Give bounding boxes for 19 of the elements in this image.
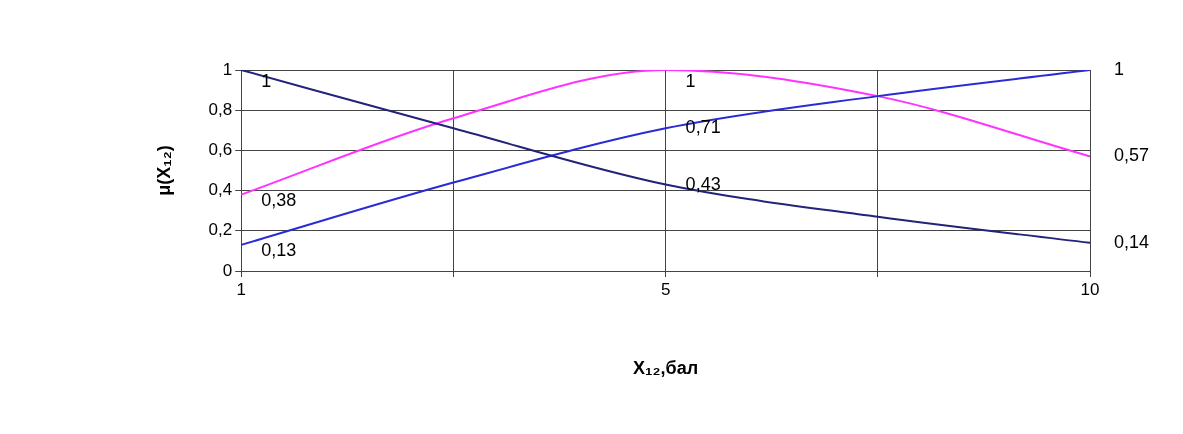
y-tick-label: 0,2: [208, 220, 233, 240]
y-axis-title: μ(X₁₂): [153, 145, 174, 196]
y-tick-label: 1: [222, 59, 233, 79]
x-axis-title: X₁₂,бал: [633, 358, 699, 379]
x-tick-label: 5: [660, 279, 671, 299]
x-tick-label: 10: [1080, 279, 1100, 299]
y-tick-label: 0,8: [208, 99, 233, 119]
data-label: 0,14: [1114, 231, 1150, 252]
x-tick-label: 1: [236, 279, 246, 299]
y-tick-label: 0: [222, 260, 233, 280]
data-label: 0,38: [261, 189, 297, 210]
data-label: 0,57: [1114, 145, 1150, 166]
data-label: 1: [685, 70, 696, 91]
data-label: 0,43: [685, 173, 721, 194]
y-tick-label: 0,4: [208, 180, 233, 200]
data-label: 1: [1114, 58, 1125, 79]
data-label: 0,71: [685, 117, 721, 138]
y-tick-label: 0,6: [208, 140, 233, 160]
data-label: 0,13: [261, 239, 297, 260]
